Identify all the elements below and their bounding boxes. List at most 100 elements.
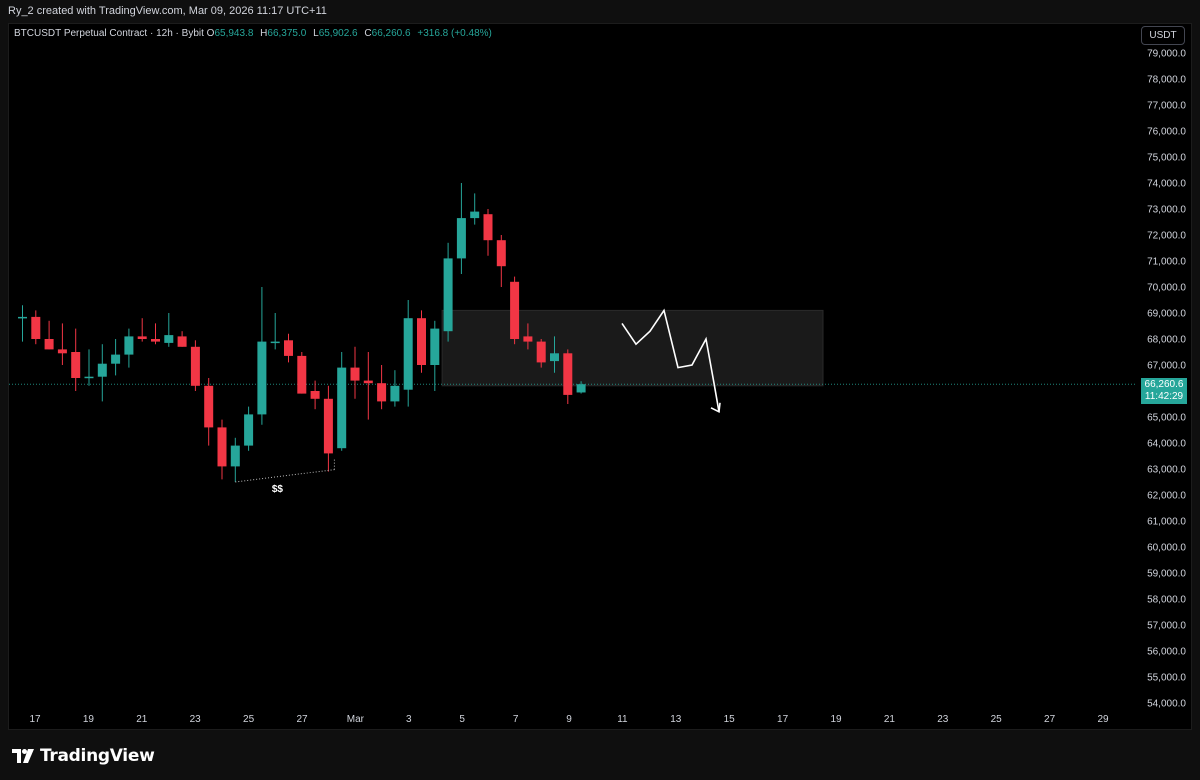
y-axis-tick-label: 63,000.0 bbox=[1147, 465, 1186, 476]
candle-body bbox=[204, 385, 214, 428]
last-price-tag: 66,260.6 11:42:29 bbox=[1141, 378, 1187, 404]
candle-body bbox=[151, 339, 160, 342]
candle-body bbox=[57, 349, 67, 354]
x-axis-tick-label: 27 bbox=[296, 714, 308, 725]
low-value: 65,902.6 bbox=[318, 28, 358, 39]
candle-body bbox=[31, 316, 41, 339]
candle-body bbox=[377, 383, 387, 402]
candle-body bbox=[71, 352, 81, 378]
y-axis-tick-label: 71,000.0 bbox=[1147, 257, 1186, 268]
liquidity-label: $$ bbox=[272, 484, 284, 495]
candle-body bbox=[523, 336, 533, 342]
tradingview-logo-icon bbox=[12, 749, 34, 763]
candle-body bbox=[84, 376, 94, 379]
symbol-legend: BTCUSDT Perpetual Contract · 12h · Bybit… bbox=[14, 27, 492, 41]
y-axis-tick-label: 77,000.0 bbox=[1147, 101, 1186, 112]
candle-body bbox=[97, 363, 107, 377]
candle-body bbox=[470, 211, 480, 219]
last-price-value: 66,260.6 bbox=[1144, 379, 1184, 390]
open-label: O bbox=[206, 28, 215, 39]
x-axis-tick-label: 25 bbox=[991, 714, 1003, 725]
x-axis-tick-label: 13 bbox=[670, 714, 682, 725]
x-axis-tick-label: 25 bbox=[243, 714, 255, 725]
high-label: H bbox=[260, 28, 268, 39]
y-axis-tick-label: 69,000.0 bbox=[1147, 309, 1186, 320]
y-axis-tick-label: 78,000.0 bbox=[1147, 75, 1186, 86]
candle-body bbox=[403, 318, 413, 390]
candle-body bbox=[124, 336, 134, 355]
x-axis-tick-label: 19 bbox=[830, 714, 842, 725]
y-axis-tick-label: 75,000.0 bbox=[1147, 153, 1186, 164]
open-value: 65,943.8 bbox=[214, 28, 254, 39]
candle-body bbox=[270, 341, 280, 344]
liquidity-line bbox=[235, 469, 335, 483]
candle-body bbox=[350, 367, 360, 381]
x-axis-tick-label: 5 bbox=[459, 714, 465, 725]
x-axis-tick-label: 15 bbox=[724, 714, 736, 725]
candle-body bbox=[430, 328, 440, 365]
y-axis-tick-label: 65,000.0 bbox=[1147, 413, 1186, 424]
x-axis-tick-label: 27 bbox=[1044, 714, 1056, 725]
y-axis-tick-label: 70,000.0 bbox=[1147, 283, 1186, 294]
candle-body bbox=[177, 336, 187, 347]
candle-body bbox=[443, 258, 453, 332]
attribution-text: Ry_2 created with TradingView.com, Mar 0… bbox=[8, 5, 327, 17]
y-axis-tick-label: 55,000.0 bbox=[1147, 673, 1186, 684]
y-axis-tick-label: 62,000.0 bbox=[1147, 491, 1186, 502]
x-axis-tick-label: 17 bbox=[777, 714, 789, 725]
y-axis-tick-label: 67,000.0 bbox=[1147, 361, 1186, 372]
y-axis-tick-label: 68,000.0 bbox=[1147, 335, 1186, 346]
y-axis-tick-label: 56,000.0 bbox=[1147, 647, 1186, 658]
candle-body bbox=[310, 391, 320, 399]
y-axis-tick-label: 59,000.0 bbox=[1147, 569, 1186, 580]
projection-arrowhead bbox=[710, 402, 721, 414]
x-axis-tick-label: 7 bbox=[513, 714, 519, 725]
candle-body bbox=[550, 353, 559, 362]
y-axis-tick-label: 74,000.0 bbox=[1147, 179, 1186, 190]
x-axis-tick-label: 29 bbox=[1097, 714, 1109, 725]
y-axis-tick-label: 76,000.0 bbox=[1147, 127, 1186, 138]
x-axis-tick-label: 19 bbox=[83, 714, 95, 725]
x-axis-tick-label: 23 bbox=[937, 714, 949, 725]
close-value: 66,260.6 bbox=[371, 28, 411, 39]
candle-body bbox=[323, 398, 333, 454]
candle-body bbox=[164, 335, 174, 343]
footer-bar bbox=[0, 730, 1200, 780]
y-axis-tick-label: 60,000.0 bbox=[1147, 543, 1186, 554]
x-axis-tick-label: 17 bbox=[29, 714, 41, 725]
change-value: +316.8 (+0.48%) bbox=[417, 28, 492, 39]
tradingview-logo[interactable]: TradingView bbox=[12, 744, 155, 768]
candle-body bbox=[18, 316, 27, 319]
y-axis-tick-label: 58,000.0 bbox=[1147, 595, 1186, 606]
candle-body bbox=[417, 318, 426, 365]
currency-button[interactable]: USDT bbox=[1141, 26, 1185, 45]
x-axis-tick-label: 11 bbox=[617, 714, 628, 725]
candle-body bbox=[230, 445, 240, 467]
y-axis-tick-label: 79,000.0 bbox=[1147, 49, 1186, 60]
y-axis-tick-label: 54,000.0 bbox=[1147, 699, 1186, 710]
candle-body bbox=[390, 385, 400, 402]
candle-body bbox=[190, 346, 200, 386]
supply-zone bbox=[441, 309, 824, 387]
candle-body bbox=[483, 214, 493, 241]
x-axis-tick-label: 21 bbox=[884, 714, 896, 725]
candle-body bbox=[510, 281, 520, 339]
candle-body bbox=[297, 355, 307, 394]
candle-body bbox=[111, 354, 121, 364]
candle-body bbox=[563, 353, 573, 395]
candle-body bbox=[257, 341, 267, 415]
x-axis-tick-label: 23 bbox=[190, 714, 202, 725]
y-axis-tick-label: 73,000.0 bbox=[1147, 205, 1186, 216]
symbol-name[interactable]: BTCUSDT Perpetual Contract · 12h · Bybit bbox=[14, 28, 204, 39]
low-label: L bbox=[313, 28, 319, 39]
x-axis-tick-label: 21 bbox=[136, 714, 148, 725]
projection-path bbox=[621, 308, 720, 412]
high-value: 66,375.0 bbox=[267, 28, 307, 39]
candle-body bbox=[496, 240, 506, 267]
y-axis-tick-label: 57,000.0 bbox=[1147, 621, 1186, 632]
bar-countdown: 11:42:29 bbox=[1144, 391, 1184, 402]
candle-body bbox=[337, 367, 347, 449]
candle-body bbox=[137, 336, 147, 339]
y-axis-tick-label: 64,000.0 bbox=[1147, 439, 1186, 450]
